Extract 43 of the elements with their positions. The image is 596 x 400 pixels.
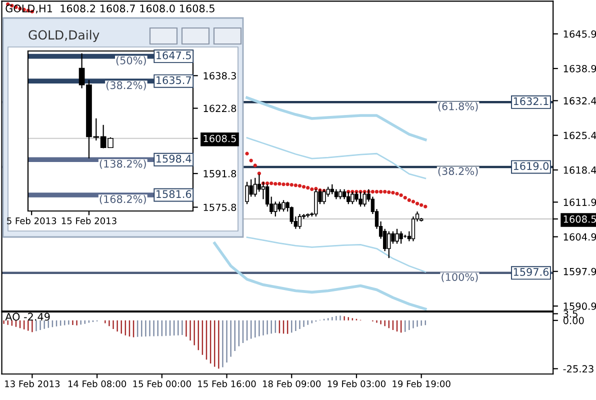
x-tick-label: 19 Feb 03:00: [328, 380, 386, 388]
y-tick-label: 1622.8: [204, 104, 236, 112]
annotation: (61.8%): [438, 102, 478, 112]
x-tick-label: 13 Feb 2013: [5, 380, 60, 388]
annotation: (168.2%): [100, 195, 146, 204]
y-tick-label: 1645.9: [564, 30, 596, 38]
ref-line-label: 1597.6: [514, 268, 549, 276]
annotation: (38.2%): [106, 81, 146, 90]
y-tick-label: 1638.9: [564, 64, 596, 72]
y-tick-label: 1604.9: [564, 233, 596, 241]
y-tick-label: 1591.8: [204, 170, 236, 178]
annotation: (100%): [442, 272, 478, 282]
y-tick-label: 1611.9: [564, 198, 596, 206]
y-tick-label: 1618.4: [564, 166, 596, 174]
ref-line-label: 1647.5: [156, 51, 191, 60]
y-tick-label: 1608.5: [564, 215, 596, 223]
y-tick-label: 1608.5: [204, 134, 236, 142]
y-tick-label: 1638.3: [204, 72, 236, 80]
y-tick-label: 3.5: [564, 310, 578, 318]
ref-line-label: 1581.6: [156, 190, 192, 198]
ref-line-label: 1619.0: [514, 162, 549, 170]
x-tick-label: 15 Feb 00:00: [133, 380, 191, 388]
y-tick-label: 1575.8: [204, 204, 236, 212]
x-tick-label: 14 Feb 08:00: [68, 380, 126, 388]
annotation: (38.2%): [438, 167, 478, 176]
annotation: (138.2%): [100, 160, 146, 169]
ref-line-label: 1598.4: [156, 154, 192, 163]
chart-title: AO -2.49: [5, 312, 50, 321]
chart-title: GOLD,Daily: [28, 30, 100, 42]
y-tick-label: 1632.4: [564, 97, 596, 105]
x-tick-label: 18 Feb 09:00: [263, 380, 321, 388]
y-tick-label: 1590.9: [564, 302, 596, 310]
ref-line-label: 1635.7: [156, 76, 191, 84]
annotation: (50%): [116, 56, 146, 66]
x-tick-label: 5 Feb 2013: [7, 217, 56, 224]
y-tick-label: 1625.4: [564, 132, 596, 140]
y-tick-label: -25.23: [563, 365, 594, 373]
x-tick-label: 15 Feb 2013: [62, 217, 116, 224]
y-tick-label: 1597.9: [564, 268, 596, 276]
y-tick-label: 0.00: [563, 316, 584, 324]
x-tick-label: 19 Feb 19:00: [392, 380, 450, 388]
ref-line-label: 1632.1: [514, 97, 548, 106]
x-tick-label: 15 Feb 16:00: [198, 380, 256, 388]
